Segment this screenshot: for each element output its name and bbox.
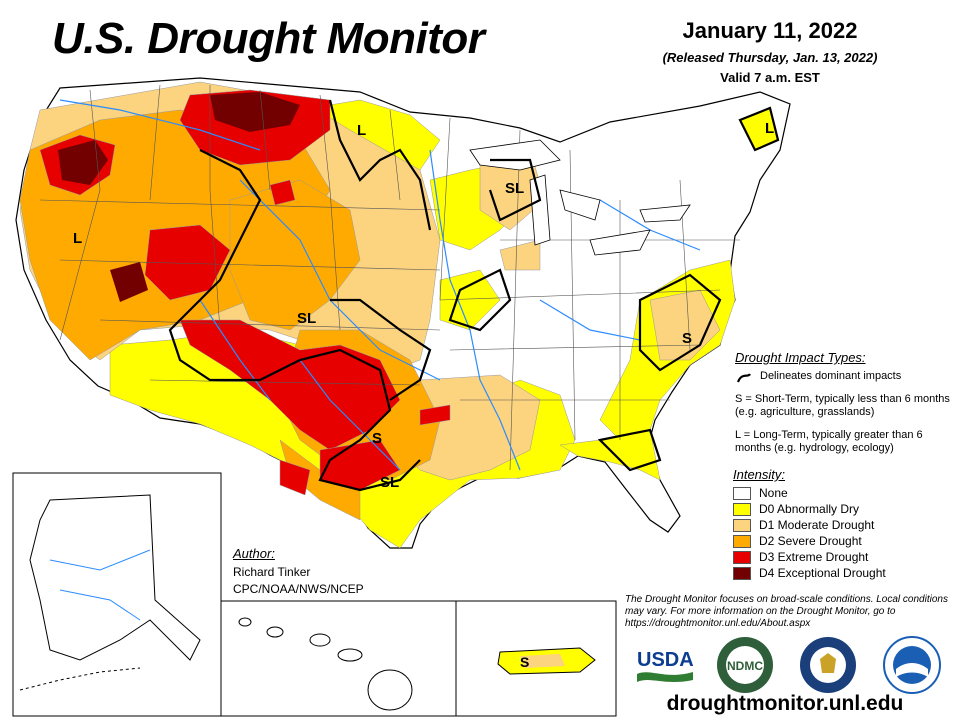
page-title: U.S. Drought Monitor	[52, 14, 485, 63]
map-label-l-west: L	[73, 230, 83, 247]
map-label-sl-north: SL	[505, 180, 525, 197]
usda-logo: USDA	[637, 649, 694, 682]
map-label-sl-central: SL	[297, 310, 317, 327]
valid-time: Valid 7 a.m. EST	[720, 70, 820, 85]
legend-none: None	[733, 485, 788, 501]
swatch-d1	[733, 518, 751, 532]
impact-lines	[168, 99, 780, 492]
svg-text:USDA: USDA	[637, 649, 694, 671]
author-name: Richard Tinker	[233, 565, 311, 579]
legend-label: None	[759, 486, 788, 500]
legend-label: D3 Extreme Drought	[759, 550, 869, 564]
legend-label: D0 Abnormally Dry	[759, 502, 860, 516]
great-lakes	[469, 139, 691, 256]
map-date: January 11, 2022	[682, 18, 858, 43]
aleutians	[19, 667, 141, 691]
hawaii-islands	[238, 617, 413, 711]
map-label-s-east: S	[682, 330, 693, 347]
legend-d4: D4 Exceptional Drought	[733, 565, 886, 581]
legend-label: D2 Severe Drought	[759, 534, 862, 548]
disclaimer-note: The Drought Monitor focuses on broad-sca…	[625, 594, 948, 629]
intensity-title: Intensity:	[733, 467, 786, 482]
short-term-description: S = Short-Term, typically less than 6 mo…	[735, 393, 950, 418]
noaa-logo	[883, 636, 941, 694]
ndmc-logo: NDMC	[717, 637, 773, 693]
site-url[interactable]: droughtmonitor.unl.edu	[666, 692, 904, 715]
alaska-shape	[29, 494, 201, 661]
state-boundaries	[39, 84, 740, 471]
legend-d1: D1 Moderate Drought	[733, 517, 874, 533]
swatch-d2	[733, 534, 751, 548]
swatch-d3	[733, 550, 751, 564]
map-label-s-pr: S	[520, 654, 530, 670]
impact-types-title: Drought Impact Types:	[735, 350, 866, 365]
author-org: CPC/NOAA/NWS/NCEP	[233, 582, 364, 596]
map-label-l-north: L	[357, 122, 367, 139]
swatch-none	[733, 486, 751, 500]
legend-d0: D0 Abnormally Dry	[733, 501, 859, 517]
impact-line-label: Delineates dominant impacts	[760, 370, 902, 382]
legend-d2: D2 Severe Drought	[733, 533, 862, 549]
puerto-rico-d1	[520, 654, 565, 668]
swatch-d0	[733, 502, 751, 516]
hawaii-inset	[220, 600, 457, 717]
svg-text:NDMC: NDMC	[727, 659, 763, 673]
alaska-rivers	[49, 549, 151, 621]
legend-d3: D3 Extreme Drought	[733, 549, 868, 565]
map-label-l-maine: L	[765, 120, 775, 137]
d4-areas	[58, 92, 300, 302]
release-date: (Released Thursday, Jan. 13, 2022)	[662, 50, 878, 65]
commerce-logo	[800, 637, 856, 693]
author-title: Author:	[233, 546, 275, 561]
legend-label: D4 Exceptional Drought	[759, 566, 886, 580]
map-label-sl-south: SL	[380, 474, 400, 491]
long-term-description: L = Long-Term, typically greater than 6 …	[735, 429, 923, 454]
legend-label: D1 Moderate Drought	[759, 518, 875, 532]
swatch-d4	[733, 566, 751, 580]
map-label-s-texas: S	[372, 430, 383, 447]
impact-line-sample	[736, 373, 751, 383]
